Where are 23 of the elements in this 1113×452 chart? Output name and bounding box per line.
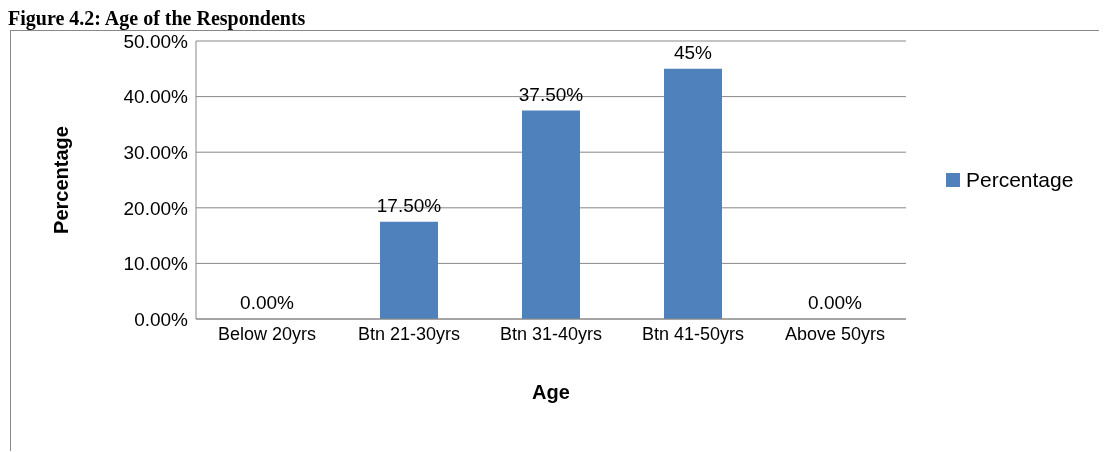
- y-tick-label: 40.00%: [123, 86, 189, 108]
- x-tick-label: Btn 31-40yrs: [499, 323, 603, 344]
- chart-title: Figure 4.2: Age of the Respondents: [8, 7, 307, 29]
- data-label: 0.00%: [240, 292, 295, 313]
- x-tick-label: Btn 41-50yrs: [641, 323, 745, 344]
- y-tick-label: 30.00%: [123, 141, 189, 163]
- y-tick-label: 0.00%: [134, 308, 189, 330]
- x-tick-label: Above 50yrs: [784, 323, 886, 344]
- bar: [664, 68, 722, 319]
- data-label: 45%: [673, 41, 713, 63]
- data-label: 37.50%: [518, 83, 584, 105]
- legend-label: Percentage: [966, 168, 1074, 192]
- bar: [522, 110, 580, 319]
- bar: [380, 221, 438, 319]
- y-axis-title: Percentage: [50, 126, 73, 234]
- x-tick-label: Below 20yrs: [217, 323, 317, 344]
- y-tick-label: 50.00%: [123, 30, 189, 52]
- x-axis-title: Age: [532, 381, 570, 403]
- y-tick-label: 20.00%: [123, 197, 189, 219]
- data-label: 17.50%: [376, 194, 442, 216]
- x-tick-label: Btn 21-30yrs: [357, 323, 461, 344]
- y-tick-label: 10.00%: [123, 253, 189, 275]
- data-label: 0.00%: [808, 292, 863, 313]
